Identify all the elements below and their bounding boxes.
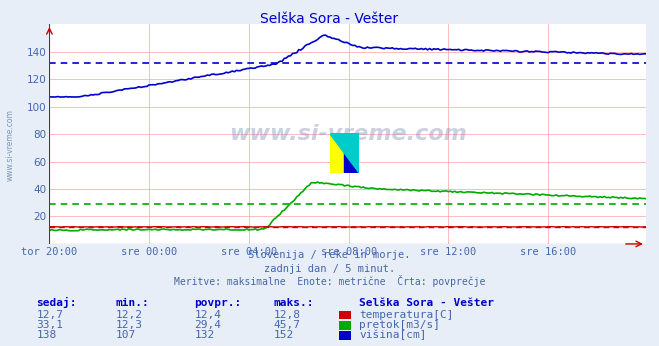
- Text: Selška Sora - Vešter: Selška Sora - Vešter: [359, 298, 494, 308]
- Text: 29,4: 29,4: [194, 320, 221, 330]
- Text: povpr.:: povpr.:: [194, 298, 242, 308]
- Text: 138: 138: [36, 330, 57, 340]
- Text: 12,3: 12,3: [115, 320, 142, 330]
- Text: 107: 107: [115, 330, 136, 340]
- Text: 12,7: 12,7: [36, 310, 63, 320]
- Text: maks.:: maks.:: [273, 298, 314, 308]
- Text: 12,8: 12,8: [273, 310, 301, 320]
- Bar: [344, 133, 359, 173]
- Bar: [330, 133, 344, 173]
- Text: zadnji dan / 5 minut.: zadnji dan / 5 minut.: [264, 264, 395, 274]
- Text: 152: 152: [273, 330, 294, 340]
- Text: Slovenija / reke in morje.: Slovenija / reke in morje.: [248, 250, 411, 260]
- Text: temperatura[C]: temperatura[C]: [359, 310, 453, 320]
- Text: Meritve: maksimalne  Enote: metrične  Črta: povprečje: Meritve: maksimalne Enote: metrične Črta…: [174, 275, 485, 288]
- Text: min.:: min.:: [115, 298, 149, 308]
- Text: 12,4: 12,4: [194, 310, 221, 320]
- Text: 33,1: 33,1: [36, 320, 63, 330]
- Text: pretok[m3/s]: pretok[m3/s]: [359, 320, 440, 330]
- Text: 132: 132: [194, 330, 215, 340]
- Polygon shape: [330, 133, 359, 173]
- Text: 45,7: 45,7: [273, 320, 301, 330]
- Text: višina[cm]: višina[cm]: [359, 330, 426, 340]
- Text: sedaj:: sedaj:: [36, 297, 76, 308]
- Text: www.si-vreme.com: www.si-vreme.com: [5, 109, 14, 181]
- Text: Selška Sora - Vešter: Selška Sora - Vešter: [260, 12, 399, 26]
- Text: www.si-vreme.com: www.si-vreme.com: [229, 124, 467, 144]
- Text: 12,2: 12,2: [115, 310, 142, 320]
